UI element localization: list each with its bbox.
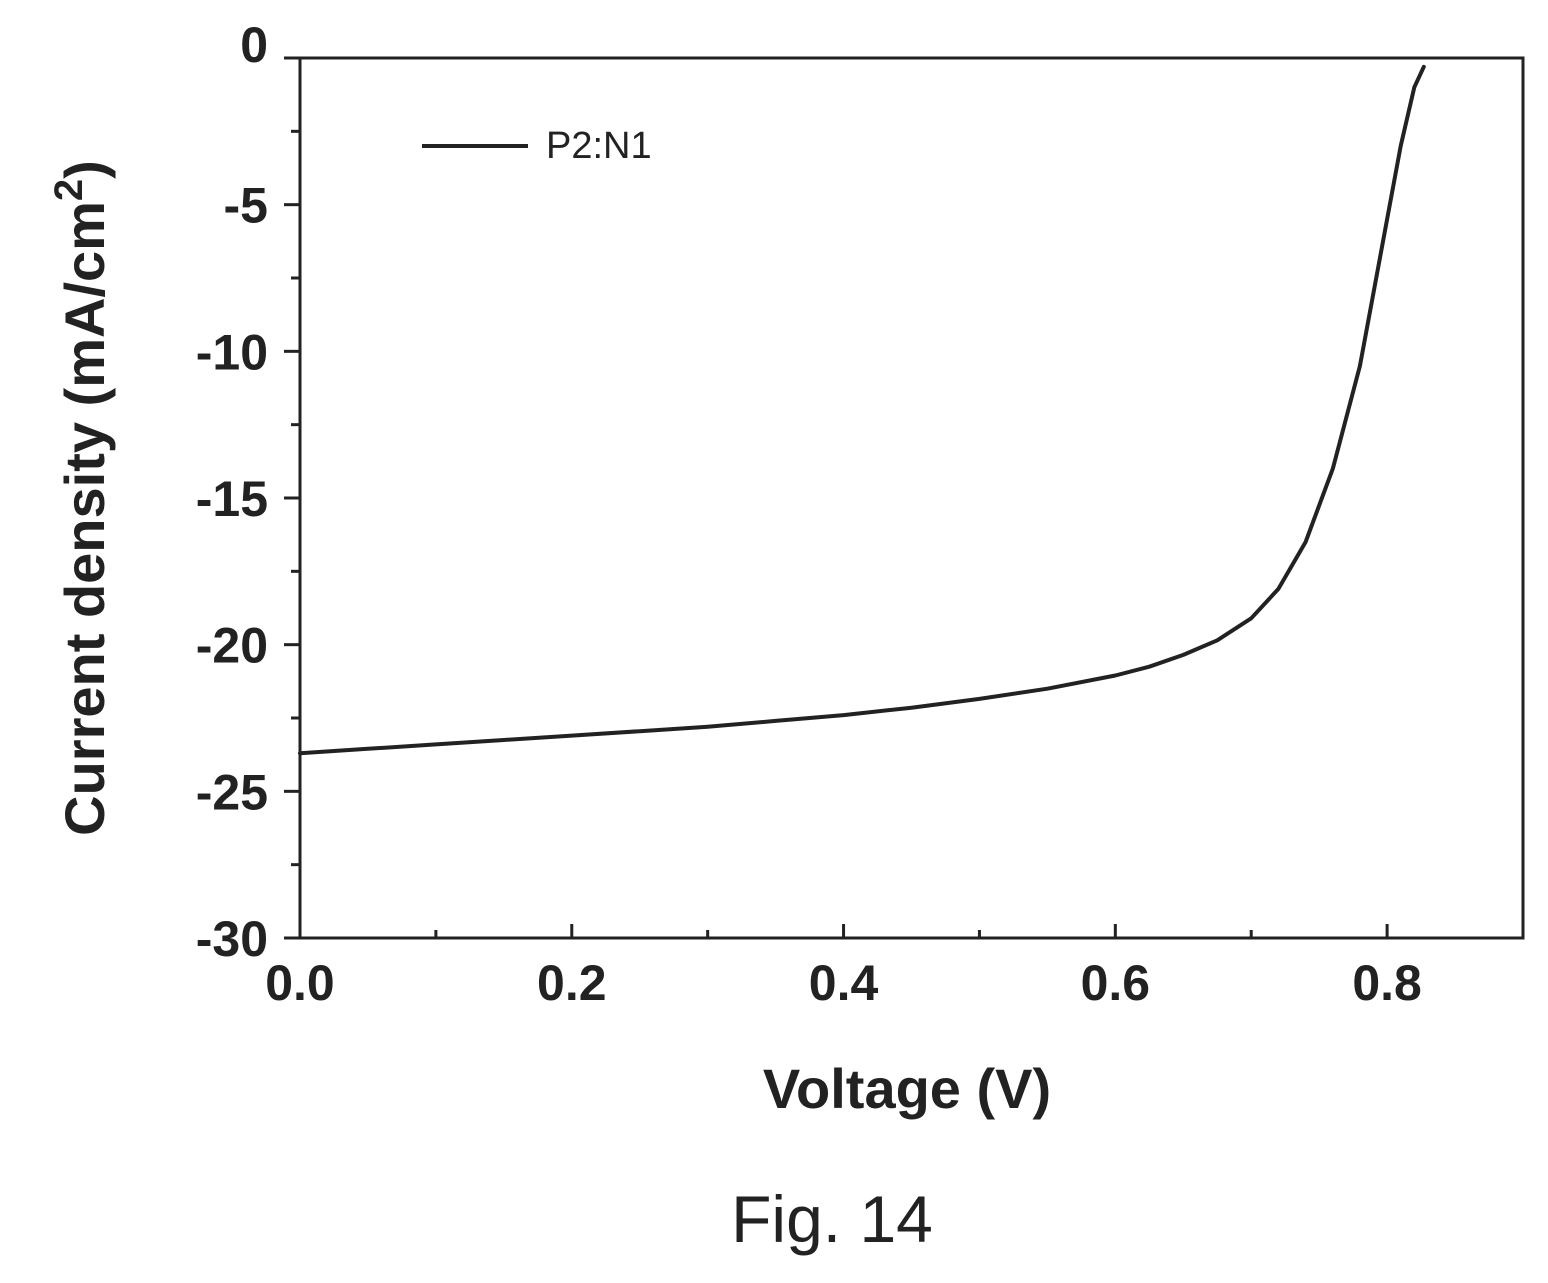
x-tick-label: 0.0 [265, 955, 335, 1011]
x-tick-label: 0.4 [809, 955, 879, 1011]
series-layer [298, 64, 1426, 756]
y-tick-label: -20 [196, 618, 268, 674]
y-tick-label: -25 [196, 764, 268, 820]
y-axis-title-close: ) [53, 160, 116, 179]
y-tick-label: -15 [196, 471, 268, 527]
legend-label: P2:N1 [546, 125, 652, 167]
x-tick-label: 0.6 [1081, 955, 1151, 1011]
x-tick-label: 0.2 [537, 955, 607, 1011]
series-line-p2-n1 [298, 64, 1426, 756]
legend: P2:N1 [422, 125, 652, 167]
x-axis-tick-labels: 0.0 0.2 0.4 0.6 0.8 [265, 955, 1422, 1011]
x-tick-label: 0.8 [1352, 955, 1422, 1011]
y-tick-label: -10 [196, 324, 268, 380]
y-axis-title-superscript: 2 [47, 179, 91, 201]
y-tick-label: -5 [224, 178, 268, 234]
y-tick-label: 0 [240, 17, 268, 73]
figure-caption: Fig. 14 [731, 1182, 933, 1256]
y-axis-tick-labels: 0 -5 -10 -15 -20 -25 -30 [196, 17, 268, 967]
y-axis-title: Current density (mA/cm2) [47, 160, 116, 836]
plot-frame [298, 56, 1525, 940]
x-axis-ticks [298, 924, 1389, 938]
y-axis-title-main: Current density (mA/cm [53, 201, 116, 836]
y-tick-label: -30 [196, 911, 268, 967]
x-axis-title: Voltage (V) [763, 1057, 1051, 1120]
y-axis-ticks [284, 56, 300, 940]
